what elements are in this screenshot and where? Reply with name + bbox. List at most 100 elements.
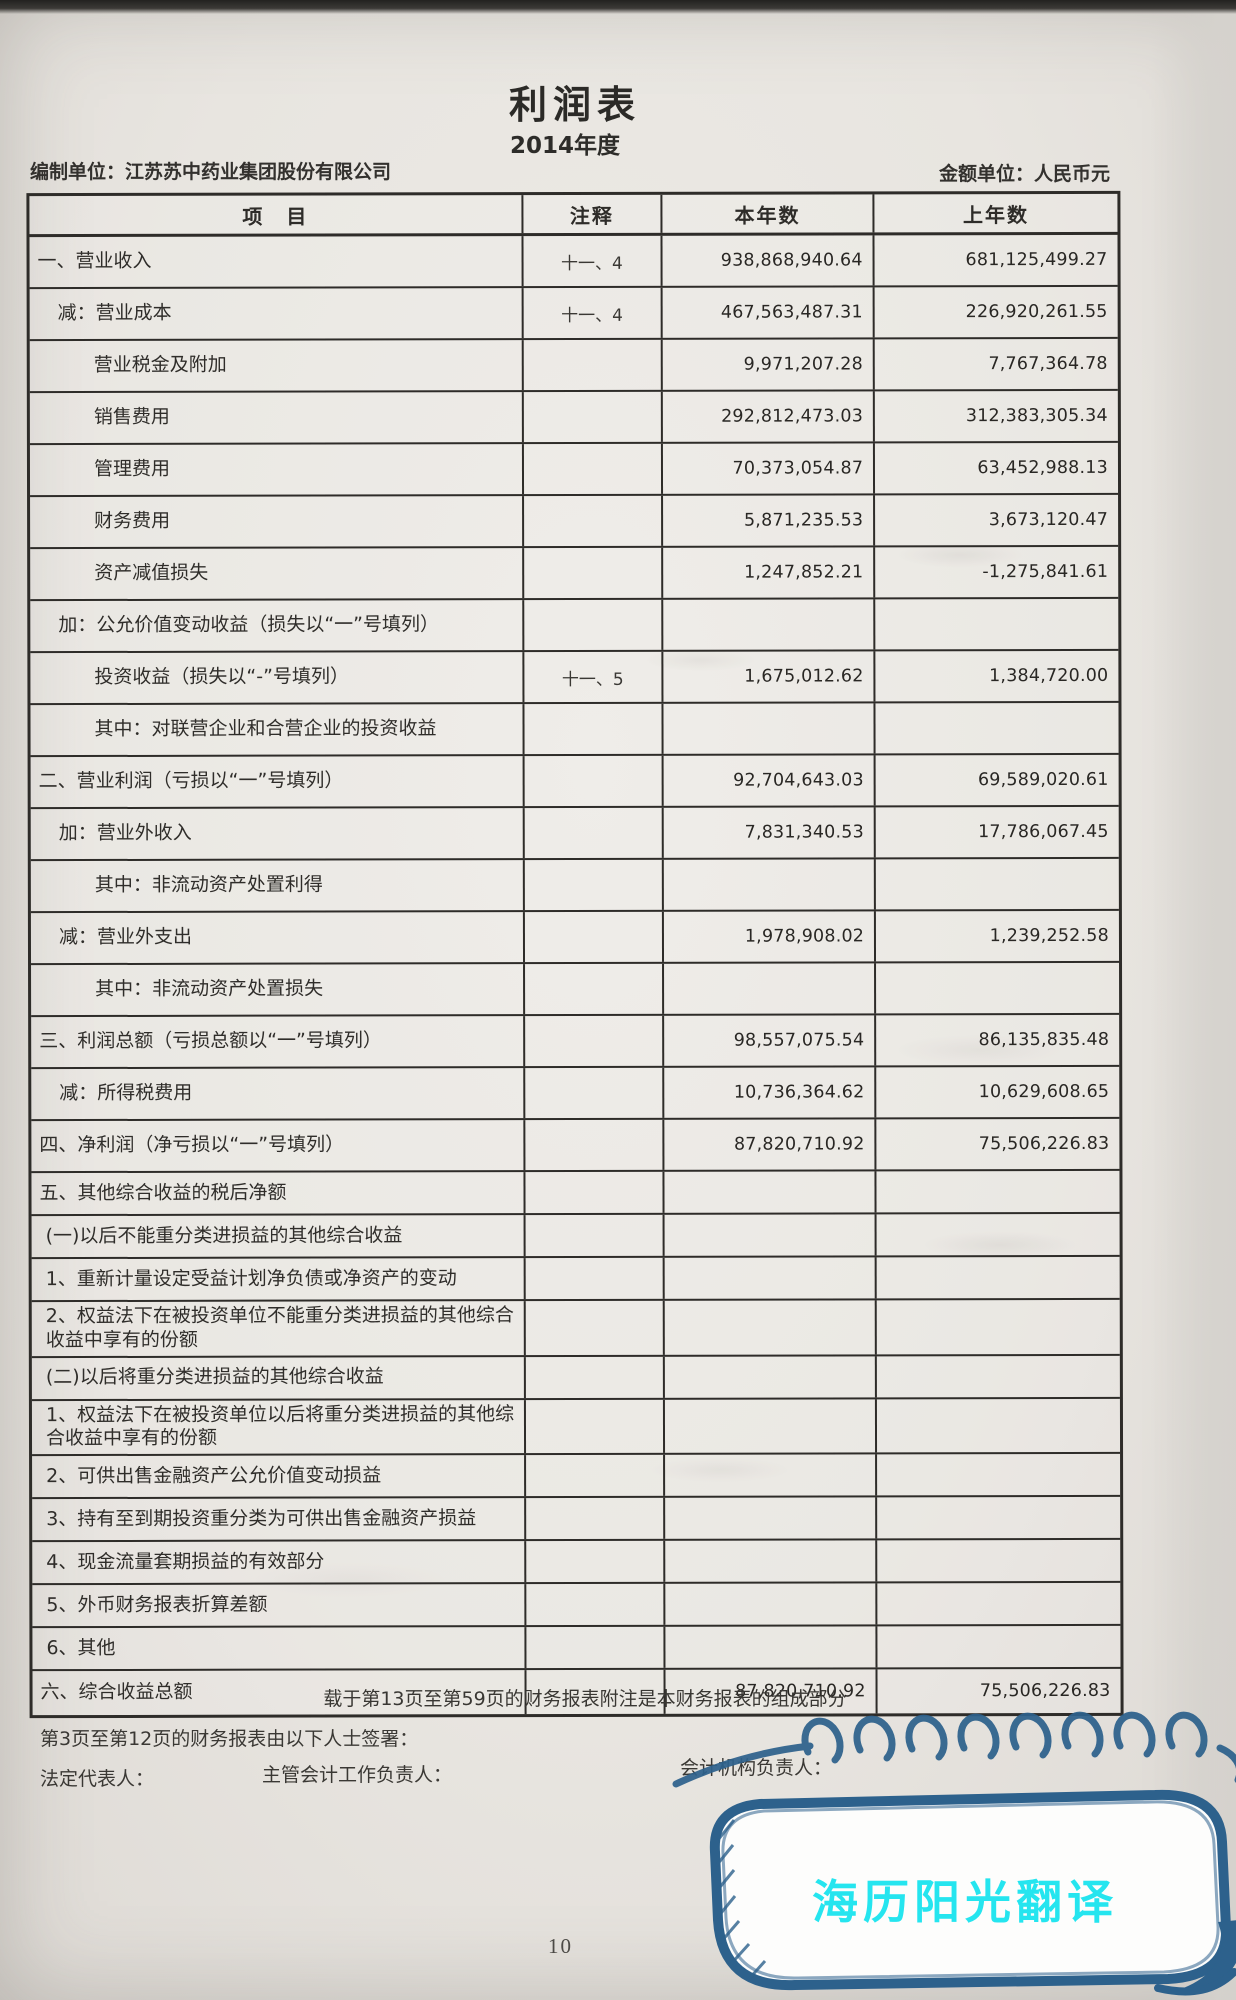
row-note xyxy=(522,859,662,911)
signatory-accounting-department: 会计机构负责人： xyxy=(680,1757,833,1779)
row-current-year-value xyxy=(663,1454,876,1496)
row-note xyxy=(523,1257,663,1300)
table-header-row: 项 目 注释 本年数 上年数 xyxy=(29,193,1118,238)
row-current-year-value xyxy=(661,859,875,910)
row-item: 三、利润总额（亏损总额以“一”号填列） xyxy=(39,1029,382,1053)
column-header-note: 注释 xyxy=(521,194,661,234)
row-note xyxy=(522,703,662,755)
table-row: 加：公允价值变动收益（损失以“一”号填列） xyxy=(30,598,1119,654)
row-item: 1、权益法下在被投资单位以后将重分类进损益的其他综合收益中享有的份额 xyxy=(45,1402,515,1450)
row-current-year-value xyxy=(663,1583,876,1625)
row-prior-year-value xyxy=(875,1453,1121,1496)
row-prior-year-value: 63,452,988.13 xyxy=(873,442,1119,494)
row-prior-year-value: 226,920,261.55 xyxy=(872,286,1118,338)
table-row: 加：营业外收入 7,831,340.53 17,786,067.45 xyxy=(30,806,1119,862)
row-item: 1、重新计量设定受益计划净负债或净资产的变动 xyxy=(45,1266,457,1290)
table-row: 2、权益法下在被投资单位不能重分类进损益的其他综合收益中享有的份额 xyxy=(31,1299,1120,1358)
table-row: 2、可供出售金融资产公允价值变动损益 xyxy=(32,1453,1121,1500)
table-row: 投资收益（损失以“-”号填列） 十一、5 1,675,012.62 1,384,720… xyxy=(30,650,1119,706)
row-item: 二、营业利润（亏损以“一”号填列） xyxy=(38,769,344,793)
row-item: 五、其他综合收益的税后净额 xyxy=(39,1181,287,1204)
row-item: 6、其他 xyxy=(46,1636,116,1659)
table-row: 销售费用 292,812,473.03 312,383,305.34 xyxy=(29,390,1118,446)
row-current-year-value xyxy=(662,963,875,1014)
row-current-year-value xyxy=(661,599,874,650)
row-current-year-value: 92,704,643.03 xyxy=(661,755,874,806)
table-row: 管理费用 70,373,054.87 63,452,988.13 xyxy=(29,442,1119,498)
row-current-year-value: 70,373,054.87 xyxy=(660,443,874,494)
row-prior-year-value xyxy=(875,1496,1121,1539)
row-prior-year-value: 86,135,835.48 xyxy=(874,1014,1120,1066)
income-table-rows: 一、营业收入 十一、4 938,868,940.64 681,125,499.27 减：… xyxy=(29,234,1121,1715)
row-prior-year-value xyxy=(875,1355,1120,1397)
row-note xyxy=(522,911,663,963)
column-header-prior-year: 上年数 xyxy=(872,193,1118,233)
row-note xyxy=(521,391,661,443)
row-note xyxy=(523,1171,663,1214)
row-prior-year-value: 312,383,305.34 xyxy=(872,390,1118,442)
row-current-year-value: 87,820,710.92 xyxy=(662,1119,875,1170)
report-period: 2014年度 xyxy=(509,133,620,159)
row-current-year-value: 1,978,908.02 xyxy=(661,911,875,962)
row-note xyxy=(523,1399,664,1454)
row-note xyxy=(524,1626,664,1669)
row-note xyxy=(523,1300,663,1355)
row-item: 其中：非流动资产处置损失 xyxy=(95,977,324,1001)
table-row: 减：所得税费用 10,736,364.62 10,629,608.65 xyxy=(31,1066,1120,1122)
income-statement-table: 项 目 注释 本年数 上年数 一、营业收入 十一、4 938,868,940.64 6… xyxy=(26,190,1124,1719)
row-prior-year-value: 17,786,067.45 xyxy=(873,806,1119,858)
row-note xyxy=(523,1454,664,1497)
row-current-year-value: 98,557,075.54 xyxy=(662,1015,875,1066)
row-prior-year-value: 10,629,608.65 xyxy=(874,1066,1120,1118)
row-note xyxy=(523,1067,663,1119)
row-note: 十一、5 xyxy=(522,651,662,703)
table-row: (一)以后不能重分类进损益的其他综合收益 xyxy=(31,1213,1120,1260)
row-item: 2、权益法下在被投资单位不能重分类进损益的其他综合收益中享有的份额 xyxy=(45,1304,514,1351)
prepared-by: 编制单位：江苏苏中药业集团股份有限公司 xyxy=(30,161,392,183)
row-current-year-value xyxy=(662,1214,875,1256)
row-item: (二)以后将重分类进损益的其他综合收益 xyxy=(45,1365,384,1389)
row-note xyxy=(521,339,661,391)
row-item: 5、外币财务报表折算差额 xyxy=(46,1593,268,1616)
row-note xyxy=(521,495,662,547)
loop-doodle xyxy=(672,1711,1236,1788)
row-item: 管理费用 xyxy=(93,457,171,481)
currency-unit-note: 金额单位：人民币元 xyxy=(938,163,1110,185)
row-prior-year-value xyxy=(875,1625,1121,1668)
row-item: 减：营业成本 xyxy=(57,301,172,325)
column-header-item: 项 目 xyxy=(242,204,309,229)
row-note xyxy=(523,1214,663,1257)
row-prior-year-value: -1,275,841.61 xyxy=(873,546,1119,598)
row-prior-year-value xyxy=(873,858,1119,910)
row-current-year-value xyxy=(662,1257,875,1299)
page-number: 10 xyxy=(548,1934,573,1958)
row-note xyxy=(523,1540,664,1583)
table-row: 二、营业利润（亏损以“一”号填列） 92,704,643.03 69,589,020… xyxy=(30,754,1119,810)
row-note xyxy=(521,547,662,599)
row-current-year-value xyxy=(663,1540,876,1582)
row-prior-year-value xyxy=(874,1213,1120,1256)
row-prior-year-value xyxy=(874,1170,1120,1213)
table-row: 减：营业外支出 1,978,908.02 1,239,252.58 xyxy=(30,910,1120,966)
row-prior-year-value xyxy=(875,1398,1121,1453)
table-row: 3、持有至到期投资重分类为可供出售金融资产损益 xyxy=(32,1496,1121,1543)
row-item: 其中：非流动资产处置利得 xyxy=(94,873,323,897)
paper-right-edge xyxy=(1150,0,1236,2000)
row-current-year-value: 9,971,207.28 xyxy=(660,339,873,390)
row-current-year-value: 292,812,473.03 xyxy=(660,391,874,442)
table-row: 一、营业收入 十一、4 938,868,940.64 681,125,499.27 xyxy=(29,234,1118,290)
row-note xyxy=(522,599,662,651)
row-note: 十一、4 xyxy=(521,287,661,339)
row-current-year-value xyxy=(663,1626,876,1668)
row-note xyxy=(524,1583,664,1626)
table-row: 5、外币财务报表折算差额 xyxy=(32,1582,1121,1629)
row-item: 销售费用 xyxy=(93,405,170,429)
table-row: 1、重新计量设定受益计划净负债或净资产的变动 xyxy=(31,1256,1120,1303)
row-note xyxy=(522,1015,663,1067)
row-item: 四、净利润（净亏损以“一”号填列） xyxy=(39,1133,345,1157)
table-row: 1、权益法下在被投资单位以后将重分类进损益的其他综合收益中享有的份额 xyxy=(31,1398,1121,1457)
table-row: 三、利润总额（亏损总额以“一”号填列） 98,557,075.54 86,135,8… xyxy=(31,1014,1120,1070)
row-prior-year-value xyxy=(874,1256,1120,1299)
row-note xyxy=(522,755,662,807)
